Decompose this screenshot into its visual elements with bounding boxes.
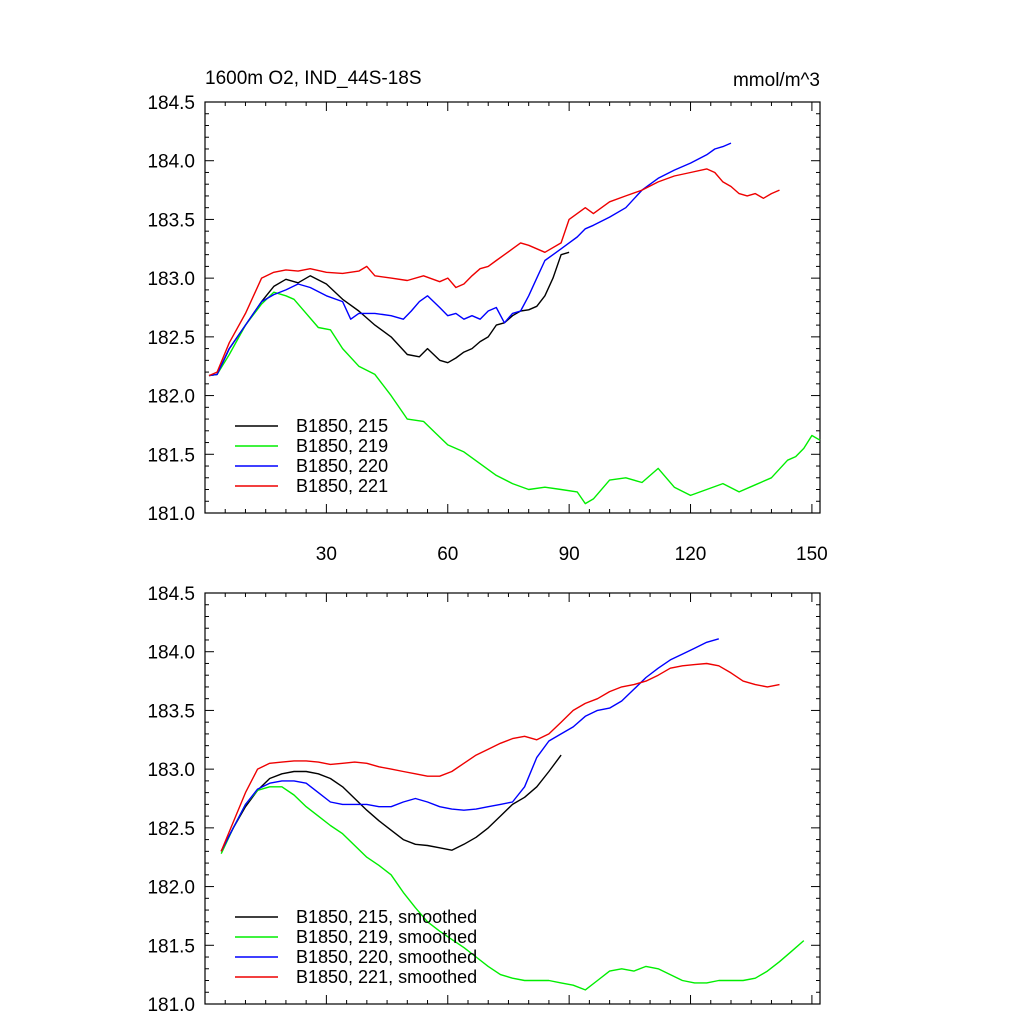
- y-tick-label: 183.5: [147, 210, 195, 231]
- bottom-series-group: [220, 638, 805, 991]
- top-units-label: mmol/m^3: [733, 70, 820, 91]
- legend-label: B1850, 221, smoothed: [296, 967, 477, 987]
- x-tick-label: 30: [316, 544, 337, 565]
- bottom-ticks: [205, 592, 820, 1005]
- series-line-3: [208, 142, 732, 377]
- legend-label: B1850, 221: [296, 476, 388, 496]
- y-tick-label: 183.5: [147, 701, 195, 722]
- x-tick-label: 90: [559, 544, 580, 565]
- x-tick-label: 150: [796, 544, 828, 565]
- y-tick-label: 182.5: [147, 328, 195, 349]
- series-line-4: [220, 662, 780, 852]
- top-x-tick-labels: 30 60 90 120 150: [316, 544, 828, 565]
- y-tick-label: 184.5: [147, 584, 195, 605]
- x-tick-label: 60: [437, 544, 458, 565]
- y-tick-label: 181.5: [147, 445, 195, 466]
- legend-label: B1850, 220: [296, 456, 388, 476]
- y-tick-label: 184.0: [147, 643, 195, 664]
- y-tick-label: 183.0: [147, 269, 195, 290]
- y-tick-label: 183.0: [147, 760, 195, 781]
- series-line-3: [220, 638, 719, 852]
- top-chart-title: 1600m O2, IND_44S-18S: [205, 68, 422, 89]
- top-panel: 1600m O2, IND_44S-18S mmol/m^3 181.0181.…: [147, 68, 827, 565]
- legend-label: B1850, 219: [296, 436, 388, 456]
- series-line-2: [220, 786, 805, 991]
- series-line-4: [208, 168, 780, 377]
- series-line-2: [208, 291, 821, 505]
- series-line-1: [208, 251, 570, 377]
- y-tick-label: 182.5: [147, 819, 195, 840]
- y-tick-label: 182.0: [147, 387, 195, 408]
- bottom-panel: 181.0 181.5 182.0 182.5 183.0 183.5 184.0 184.5…: [147, 584, 821, 1016]
- y-tick-label: 184.5: [147, 93, 195, 114]
- legend-label: B1850, 220, smoothed: [296, 947, 477, 967]
- top-plot-frame: [204, 101, 821, 514]
- legend-label: B1850, 215, smoothed: [296, 907, 477, 927]
- top-series-group: [208, 142, 821, 505]
- bottom-plot-frame: [204, 592, 821, 1005]
- y-tick-label: 184.0: [147, 152, 195, 173]
- series-line-1: [220, 754, 562, 852]
- y-tick-label: 181.5: [147, 936, 195, 957]
- y-tick-label: 181.0: [147, 995, 195, 1016]
- y-tick-label: 181.0: [147, 504, 195, 525]
- legend-label: B1850, 219, smoothed: [296, 927, 477, 947]
- bottom-y-tick-labels: 181.0 181.5 182.0 182.5 183.0 183.5 184.0 184.5: [147, 584, 195, 1016]
- legend-label: B1850, 215: [296, 416, 388, 436]
- y-tick-label: 182.0: [147, 878, 195, 899]
- x-tick-label: 120: [675, 544, 707, 565]
- top-ticks: [205, 101, 820, 514]
- top-y-tick-labels: 181.0 181.5 182.0 182.5 183.0 183.5 184.0 184.5: [147, 93, 195, 525]
